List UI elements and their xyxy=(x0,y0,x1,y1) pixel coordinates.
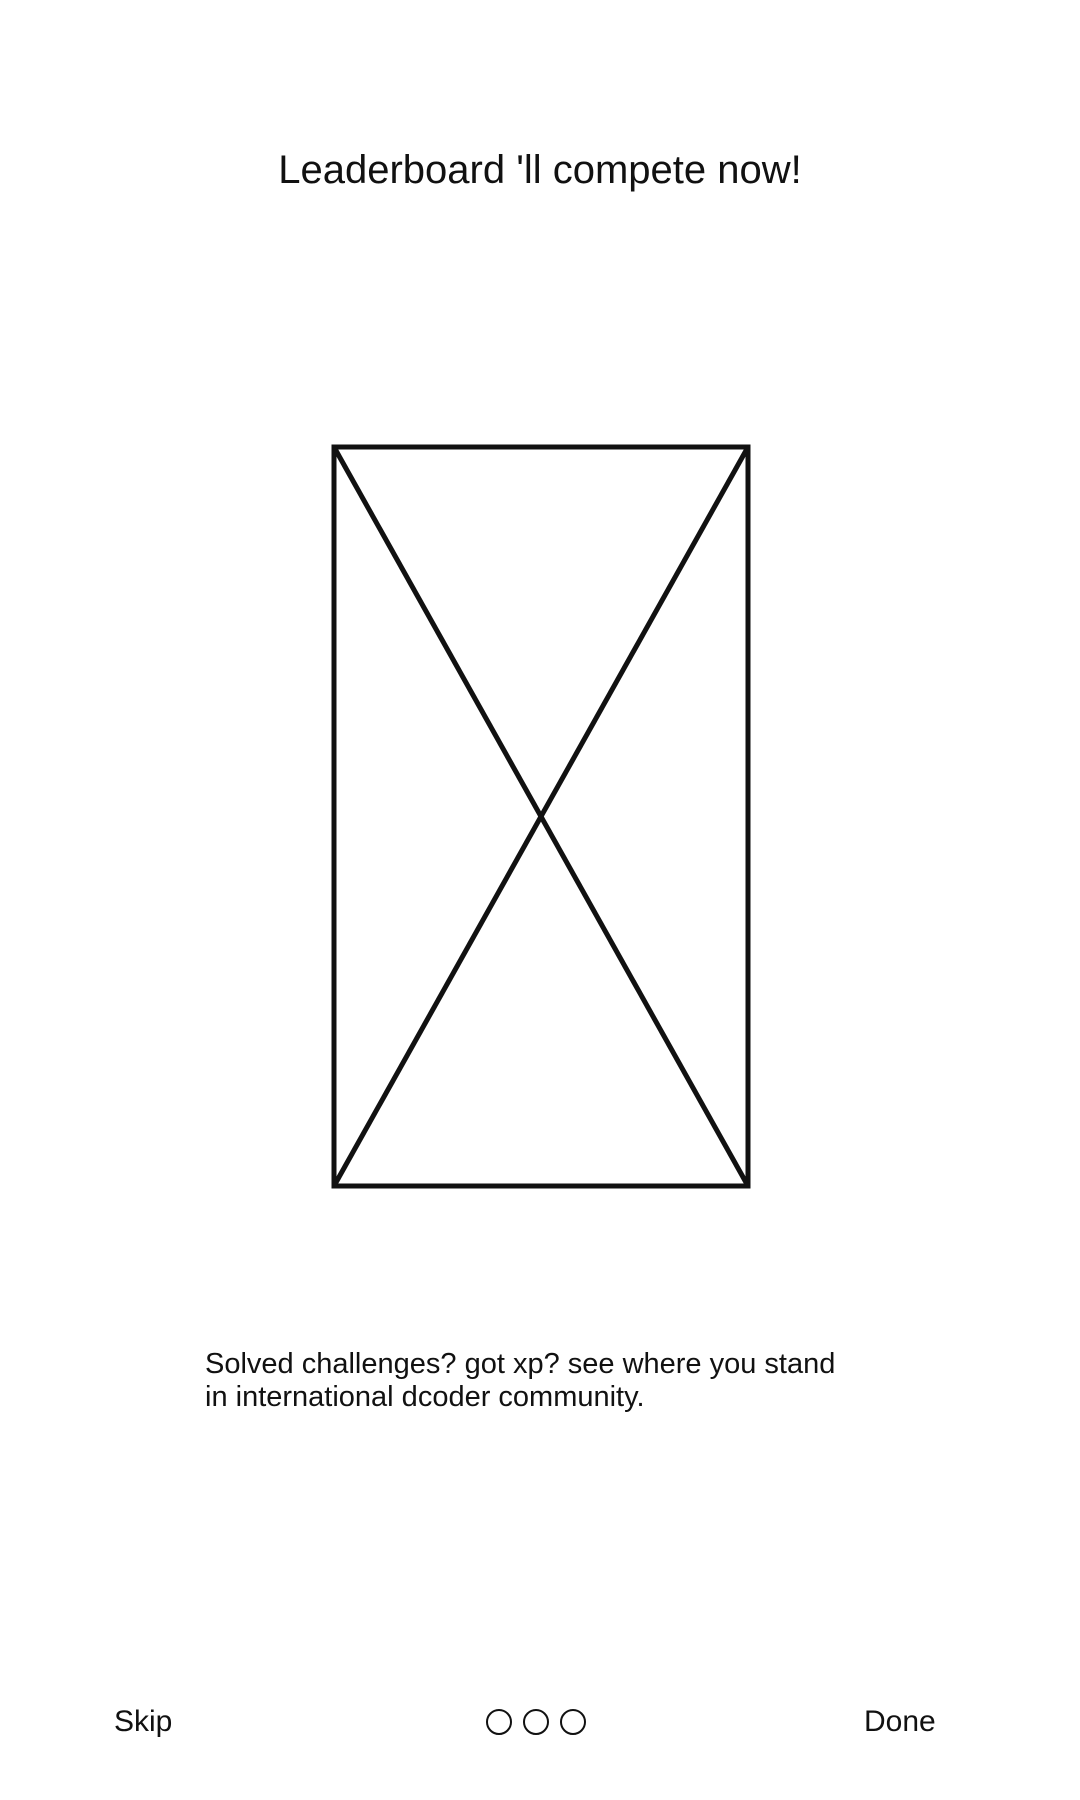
skip-button[interactable]: Skip xyxy=(114,1705,173,1738)
onboarding-title: Leaderboard 'll compete now! xyxy=(278,148,802,192)
image-placeholder xyxy=(331,444,751,1189)
page-indicator xyxy=(486,1709,586,1737)
description-line-2: in international dcoder community. xyxy=(205,1381,645,1413)
page-dot-1[interactable] xyxy=(486,1709,512,1735)
page-dot-3[interactable] xyxy=(560,1709,586,1735)
done-button[interactable]: Done xyxy=(864,1705,936,1738)
image-placeholder-icon xyxy=(331,444,751,1189)
page-dot-2[interactable] xyxy=(523,1709,549,1735)
onboarding-description: Solved challenges? got xp? see where you… xyxy=(205,1348,905,1414)
description-line-1: Solved challenges? got xp? see where you… xyxy=(205,1348,836,1380)
